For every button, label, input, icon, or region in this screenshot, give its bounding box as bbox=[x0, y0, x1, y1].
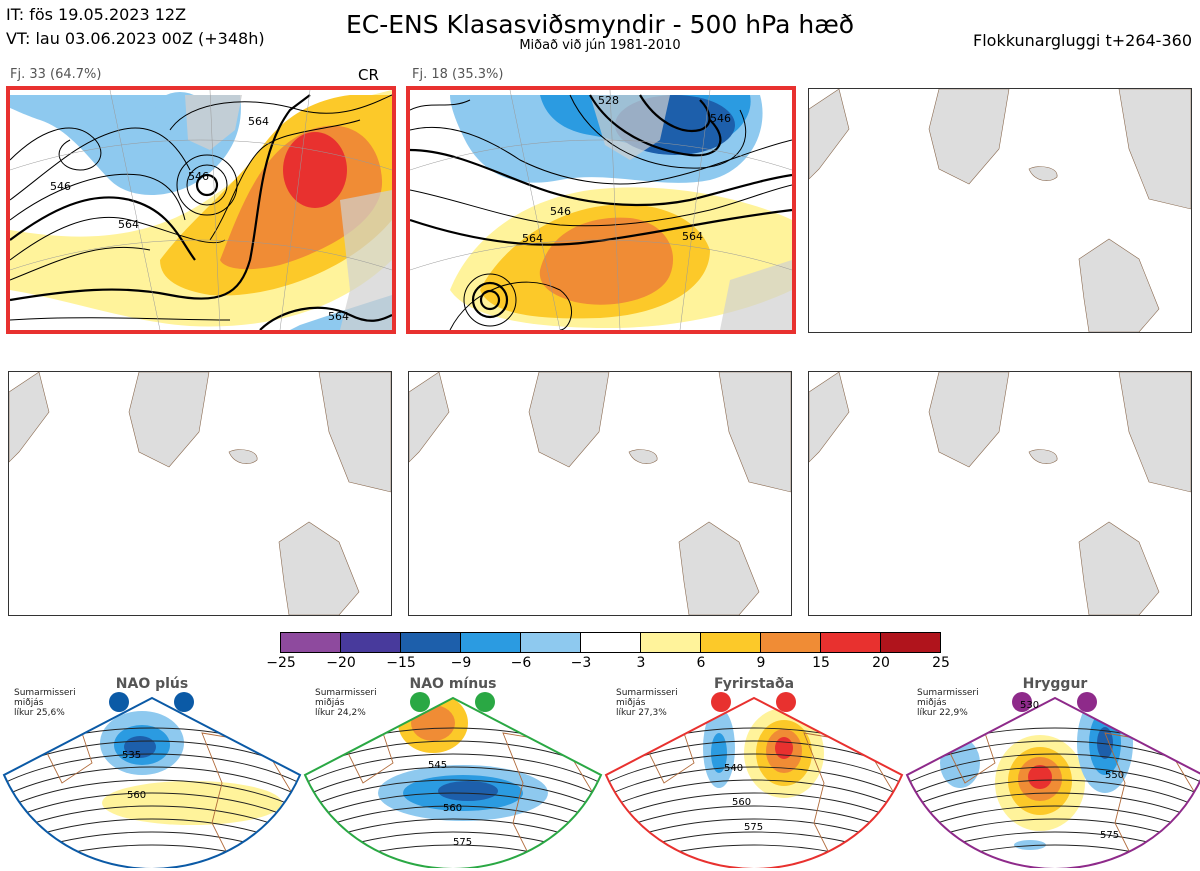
regime-title: NAO mínus bbox=[409, 676, 497, 692]
regime-note: Sumarmisseri miðjás líkur 25,6% bbox=[14, 688, 76, 718]
regime-marker-dot bbox=[1077, 692, 1097, 712]
colorbar-swatch bbox=[461, 633, 521, 652]
contour-label: 564 bbox=[248, 115, 269, 128]
regime-note: Sumarmisseri miðjás líkur 24,2% bbox=[315, 688, 377, 718]
colorbar-swatch bbox=[761, 633, 821, 652]
cluster-map-2-svg: 528 546 546 564 564 bbox=[410, 90, 792, 330]
colorbar-swatch bbox=[821, 633, 881, 652]
empty-map-4[interactable] bbox=[8, 371, 392, 616]
valid-time: VT: lau 03.06.2023 00Z (+348h) bbox=[6, 29, 265, 48]
colorbar-tick: 9 bbox=[756, 655, 766, 671]
regime-marker-dot bbox=[776, 692, 796, 712]
contour-label: 546 bbox=[50, 180, 71, 193]
regime-contour-label: 540 bbox=[724, 763, 743, 774]
empty-map-6[interactable] bbox=[808, 371, 1192, 616]
regime-title: NAO plús bbox=[115, 676, 189, 692]
contour-label: 564 bbox=[118, 218, 139, 231]
contour-label: 546 bbox=[188, 170, 209, 183]
regime-contour-label: 575 bbox=[453, 837, 472, 848]
regime-marker-dot bbox=[174, 692, 194, 712]
colorbar-swatch bbox=[701, 633, 761, 652]
colorbar-tick: −20 bbox=[326, 655, 356, 671]
contour-label: 564 bbox=[328, 310, 349, 323]
regime-fan-map: 535 560 bbox=[2, 696, 302, 868]
regime-contour-label: 545 bbox=[428, 760, 447, 771]
land-outline bbox=[409, 372, 791, 615]
colorbar-swatch bbox=[581, 633, 641, 652]
regime-fan-map: 540 560 575 bbox=[604, 696, 904, 868]
colorbar-swatch bbox=[881, 633, 940, 652]
regime-contour-label: 575 bbox=[744, 822, 763, 833]
colorbar-swatch bbox=[341, 633, 401, 652]
colorbar-tick: 3 bbox=[636, 655, 646, 671]
colorbar-swatch bbox=[641, 633, 701, 652]
colorbar-tick: 25 bbox=[932, 655, 950, 671]
colorbar-tick: −25 bbox=[266, 655, 296, 671]
regime-title: Fyrirstaða bbox=[713, 676, 795, 692]
regime-contour-label: 575 bbox=[1100, 830, 1119, 841]
regime-contour-label: 560 bbox=[127, 790, 146, 801]
contour-label: 528 bbox=[598, 94, 619, 107]
colorbar-tick: −6 bbox=[510, 655, 532, 671]
regime-contour-label: 550 bbox=[1105, 770, 1124, 781]
regime-contour-label: 535 bbox=[122, 750, 141, 761]
panel-2-label: Fj. 18 (35.3%) bbox=[412, 67, 504, 82]
colorbar bbox=[280, 632, 941, 653]
colorbar-tick: −15 bbox=[386, 655, 416, 671]
contour-label: 564 bbox=[682, 230, 703, 243]
cluster-map-1[interactable]: 564 546 564 546 564 bbox=[6, 86, 396, 334]
colorbar-swatch bbox=[521, 633, 581, 652]
classification-window: Flokkunargluggi t+264-360 bbox=[973, 31, 1192, 50]
regime-fan-map: 530 550 575 bbox=[905, 696, 1200, 868]
regime-marker-dot bbox=[711, 692, 731, 712]
page-subtitle: Miðað við jún 1981-2010 bbox=[519, 38, 681, 53]
page-title: EC-ENS Klasasviðsmyndir - 500 hPa hæð bbox=[345, 10, 855, 39]
empty-map-3[interactable] bbox=[808, 88, 1192, 333]
regime-fan-map: 545 560 575 bbox=[303, 696, 603, 868]
regime-marker-dot bbox=[109, 692, 129, 712]
regime-marker-dot bbox=[475, 692, 495, 712]
empty-map-5[interactable] bbox=[408, 371, 792, 616]
regime-marker-dot bbox=[410, 692, 430, 712]
regime-contour-label: 560 bbox=[443, 803, 462, 814]
colorbar-swatch bbox=[401, 633, 461, 652]
regime-note: Sumarmisseri miðjás líkur 22,9% bbox=[917, 688, 979, 718]
panel-1-tag: CR bbox=[358, 66, 379, 84]
regime-title: Hryggur bbox=[1022, 676, 1088, 692]
cluster-map-1-svg: 564 546 564 546 564 bbox=[10, 90, 392, 330]
colorbar-tick: 15 bbox=[812, 655, 830, 671]
colorbar-swatch bbox=[281, 633, 341, 652]
regime-note: Sumarmisseri miðjás líkur 27,3% bbox=[616, 688, 678, 718]
land-outline bbox=[9, 372, 391, 615]
init-time: IT: fös 19.05.2023 12Z bbox=[6, 5, 187, 24]
panel-1-label: Fj. 33 (64.7%) bbox=[10, 67, 102, 82]
regime-marker-dot bbox=[1012, 692, 1032, 712]
colorbar-tick: −9 bbox=[450, 655, 472, 671]
colorbar-tick: 6 bbox=[696, 655, 706, 671]
colorbar-tick: −3 bbox=[570, 655, 592, 671]
cluster-map-2[interactable]: 528 546 546 564 564 bbox=[406, 86, 796, 334]
colorbar-tick: 20 bbox=[872, 655, 890, 671]
contour-label: 546 bbox=[710, 112, 731, 125]
regime-contour-label: 560 bbox=[732, 797, 751, 808]
land-outline bbox=[809, 372, 1191, 615]
contour-label: 564 bbox=[522, 232, 543, 245]
contour-label: 546 bbox=[550, 205, 571, 218]
regime-contour-label: 530 bbox=[1020, 700, 1039, 711]
land-outline bbox=[809, 89, 1191, 332]
